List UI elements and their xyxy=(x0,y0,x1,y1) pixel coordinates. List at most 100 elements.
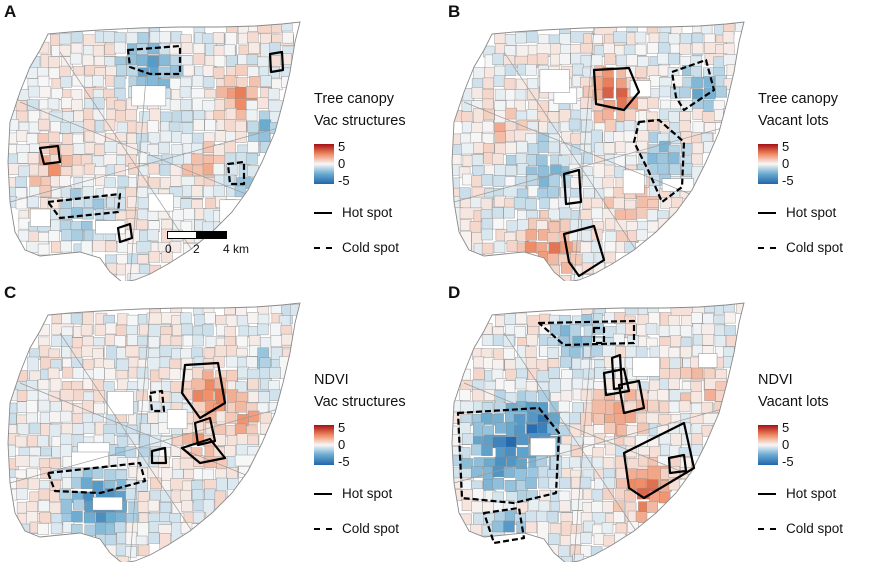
census-tract xyxy=(579,476,592,489)
census-tract xyxy=(245,109,258,122)
road-line xyxy=(453,402,745,484)
census-tract xyxy=(28,478,40,490)
census-tract xyxy=(492,465,504,478)
census-tract xyxy=(203,185,216,198)
census-tract xyxy=(624,389,636,401)
city-boundary xyxy=(7,21,301,281)
census-tract xyxy=(105,511,118,524)
census-tract xyxy=(37,523,49,535)
census-tract xyxy=(461,121,474,133)
census-tract xyxy=(29,422,41,435)
census-tract xyxy=(504,313,516,325)
census-tract xyxy=(37,435,49,447)
census-tract xyxy=(214,423,226,436)
census-tract xyxy=(613,357,625,369)
census-tract xyxy=(158,142,170,154)
census-tract xyxy=(15,100,28,112)
census-tract xyxy=(136,479,148,492)
census-tract xyxy=(257,313,270,326)
census-tract xyxy=(71,31,83,43)
census-tract xyxy=(16,488,28,500)
census-tract xyxy=(225,108,238,120)
census-tract xyxy=(84,163,96,176)
road-line xyxy=(129,307,151,562)
census-tract xyxy=(171,502,184,514)
census-tract xyxy=(248,335,261,347)
census-tract xyxy=(260,75,272,87)
census-tract xyxy=(668,111,680,123)
census-tract xyxy=(224,412,237,424)
census-tract xyxy=(125,109,138,121)
census-tract xyxy=(182,64,195,77)
census-tract xyxy=(237,366,249,379)
census-tract xyxy=(47,98,60,110)
census-tract xyxy=(37,243,50,256)
census-tract xyxy=(39,345,51,357)
census-tract xyxy=(626,54,638,66)
cold-spot-outline xyxy=(46,192,122,220)
census-tract xyxy=(601,522,614,534)
census-tract xyxy=(247,312,259,324)
census-tract xyxy=(161,251,173,263)
census-tract xyxy=(668,377,680,390)
census-tract xyxy=(18,165,30,178)
census-tract xyxy=(559,33,571,45)
census-tract xyxy=(678,400,691,413)
cold-spot-label: Cold spot xyxy=(342,240,400,255)
census-tract xyxy=(680,33,692,45)
solid-line-icon xyxy=(758,493,776,496)
census-tract xyxy=(679,325,692,337)
colorbar-tick-min: -5 xyxy=(782,454,794,469)
census-tract xyxy=(473,513,485,525)
census-tract xyxy=(50,121,62,133)
census-tract xyxy=(525,380,538,393)
census-tract xyxy=(515,312,527,325)
census-tract xyxy=(181,110,194,123)
census-tract xyxy=(469,220,482,233)
census-tract xyxy=(70,42,83,55)
census-tract xyxy=(150,477,162,490)
census-tract xyxy=(525,521,538,534)
census-tract xyxy=(213,185,225,197)
census-tract xyxy=(525,198,537,210)
census-tract xyxy=(624,490,636,502)
census-tract xyxy=(126,334,139,346)
census-tract xyxy=(137,377,149,390)
legend-title-variable: NDVI xyxy=(314,372,349,388)
census-tract xyxy=(160,176,172,189)
census-tract xyxy=(634,31,647,44)
cold-spot-outline xyxy=(670,58,716,112)
census-tract xyxy=(681,315,693,327)
census-tract xyxy=(484,67,496,79)
census-tract xyxy=(603,42,615,55)
census-tract xyxy=(125,488,137,500)
colorbar-tick-mid: 0 xyxy=(338,437,346,452)
census-tract xyxy=(93,402,106,415)
census-tract xyxy=(117,175,130,188)
census-tract xyxy=(191,132,204,145)
census-tract xyxy=(547,186,559,199)
no-data-tract xyxy=(71,451,109,469)
census-tract xyxy=(180,42,193,54)
city-boundary xyxy=(451,21,745,281)
census-tract xyxy=(482,120,494,133)
census-tract xyxy=(703,100,715,112)
census-tract xyxy=(504,479,517,492)
choropleth-map xyxy=(444,281,754,562)
hot-spot-label: Hot spot xyxy=(342,486,393,501)
census-tract xyxy=(193,43,206,55)
panel-label: A xyxy=(4,2,17,21)
legend-title-variable: Tree canopy xyxy=(758,91,839,107)
census-tract xyxy=(39,511,51,524)
census-tract xyxy=(159,43,171,55)
census-tract xyxy=(492,359,504,371)
census-tract xyxy=(691,76,703,89)
census-tract xyxy=(537,188,550,200)
census-tract xyxy=(51,335,63,347)
census-tract xyxy=(526,154,538,167)
census-tract xyxy=(182,334,195,347)
census-tract xyxy=(526,334,539,346)
census-tract xyxy=(690,391,703,403)
census-tract xyxy=(26,467,38,480)
census-tract xyxy=(557,400,570,413)
